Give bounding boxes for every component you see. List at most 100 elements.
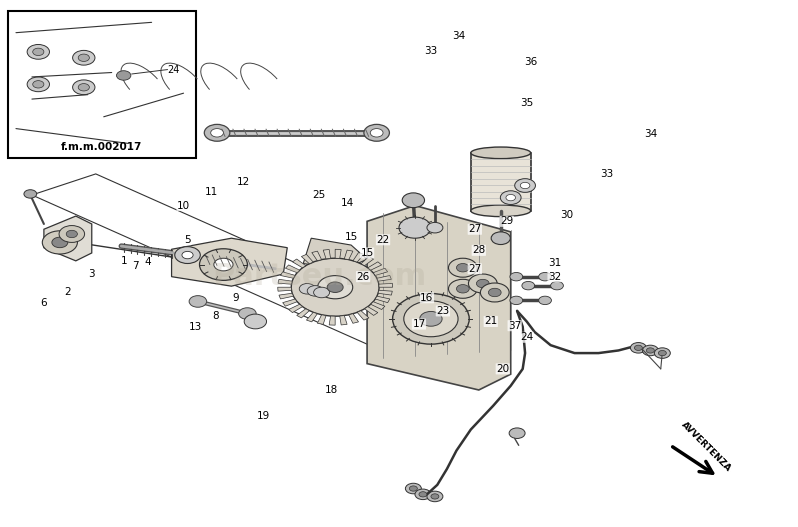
Circle shape xyxy=(448,279,477,298)
Polygon shape xyxy=(379,283,393,287)
Polygon shape xyxy=(302,255,313,264)
Polygon shape xyxy=(329,316,335,325)
Text: 22: 22 xyxy=(377,235,389,245)
Text: 26: 26 xyxy=(357,272,369,281)
Circle shape xyxy=(506,194,516,201)
Circle shape xyxy=(327,282,343,292)
Polygon shape xyxy=(306,313,318,322)
Text: 15: 15 xyxy=(345,232,358,242)
Polygon shape xyxy=(378,290,393,295)
Circle shape xyxy=(175,247,200,264)
Circle shape xyxy=(52,237,68,248)
Text: 11: 11 xyxy=(205,188,218,197)
Polygon shape xyxy=(286,265,300,272)
Polygon shape xyxy=(365,307,378,316)
Circle shape xyxy=(364,124,389,141)
Circle shape xyxy=(539,272,551,281)
Polygon shape xyxy=(318,315,326,324)
Circle shape xyxy=(654,348,670,358)
Circle shape xyxy=(239,308,256,319)
Circle shape xyxy=(291,258,379,316)
Circle shape xyxy=(33,48,44,55)
Ellipse shape xyxy=(471,205,531,217)
Circle shape xyxy=(318,276,353,299)
Polygon shape xyxy=(361,257,373,266)
Circle shape xyxy=(515,179,535,192)
Circle shape xyxy=(630,343,646,353)
Text: 1: 1 xyxy=(120,256,127,266)
Circle shape xyxy=(27,77,49,92)
Circle shape xyxy=(59,226,85,242)
Circle shape xyxy=(520,182,530,189)
Circle shape xyxy=(66,230,77,238)
Text: 19: 19 xyxy=(257,412,270,421)
Bar xyxy=(471,153,531,211)
Circle shape xyxy=(402,193,425,208)
Circle shape xyxy=(491,232,511,245)
Circle shape xyxy=(33,81,44,88)
Circle shape xyxy=(500,191,521,204)
Text: 7: 7 xyxy=(132,261,139,271)
Circle shape xyxy=(468,274,497,293)
Circle shape xyxy=(420,311,442,326)
Polygon shape xyxy=(344,250,353,260)
Text: 2: 2 xyxy=(65,288,71,297)
Polygon shape xyxy=(349,314,358,323)
Polygon shape xyxy=(281,272,295,278)
Text: 25: 25 xyxy=(313,190,326,200)
Text: 18: 18 xyxy=(325,385,338,395)
Circle shape xyxy=(399,217,431,238)
Polygon shape xyxy=(278,287,291,291)
Text: 21: 21 xyxy=(484,317,497,326)
Circle shape xyxy=(73,51,95,65)
Polygon shape xyxy=(353,252,364,262)
Circle shape xyxy=(488,288,501,297)
Circle shape xyxy=(509,428,525,438)
Text: 32: 32 xyxy=(548,272,561,281)
Text: 24: 24 xyxy=(167,65,180,74)
Text: Partseu.com: Partseu.com xyxy=(212,262,426,291)
Text: 23: 23 xyxy=(437,306,449,316)
Text: 16: 16 xyxy=(421,293,433,302)
Circle shape xyxy=(476,279,489,288)
Polygon shape xyxy=(358,310,369,320)
Polygon shape xyxy=(289,304,302,313)
Text: 15: 15 xyxy=(361,248,373,258)
Polygon shape xyxy=(292,259,306,268)
Circle shape xyxy=(634,345,642,350)
Circle shape xyxy=(456,285,469,293)
Text: 3: 3 xyxy=(89,269,95,279)
Text: 34: 34 xyxy=(452,31,465,41)
Circle shape xyxy=(117,71,131,80)
Circle shape xyxy=(510,272,523,281)
Text: 34: 34 xyxy=(644,130,657,139)
Polygon shape xyxy=(282,299,297,306)
Text: AVVERTENZA: AVVERTENZA xyxy=(680,420,733,474)
Polygon shape xyxy=(377,276,391,281)
Circle shape xyxy=(314,287,330,298)
Text: f.m.m.002017: f.m.m.002017 xyxy=(61,142,142,152)
Polygon shape xyxy=(340,316,347,325)
Text: 5: 5 xyxy=(184,235,191,245)
Polygon shape xyxy=(172,238,287,286)
Text: 12: 12 xyxy=(237,177,250,187)
Text: 24: 24 xyxy=(520,333,533,342)
Text: 9: 9 xyxy=(232,293,239,302)
Circle shape xyxy=(522,281,535,290)
Circle shape xyxy=(73,80,95,95)
Polygon shape xyxy=(335,249,342,258)
Circle shape xyxy=(42,231,77,254)
Circle shape xyxy=(427,491,443,502)
Circle shape xyxy=(646,348,654,353)
Polygon shape xyxy=(312,251,322,261)
Text: 10: 10 xyxy=(177,201,190,210)
Circle shape xyxy=(299,284,315,294)
Circle shape xyxy=(24,190,37,198)
Circle shape xyxy=(189,296,207,307)
Text: 37: 37 xyxy=(508,321,521,330)
Polygon shape xyxy=(370,301,385,309)
Circle shape xyxy=(415,489,431,500)
Circle shape xyxy=(539,296,551,305)
Text: 14: 14 xyxy=(341,198,354,208)
Text: 33: 33 xyxy=(425,46,437,56)
